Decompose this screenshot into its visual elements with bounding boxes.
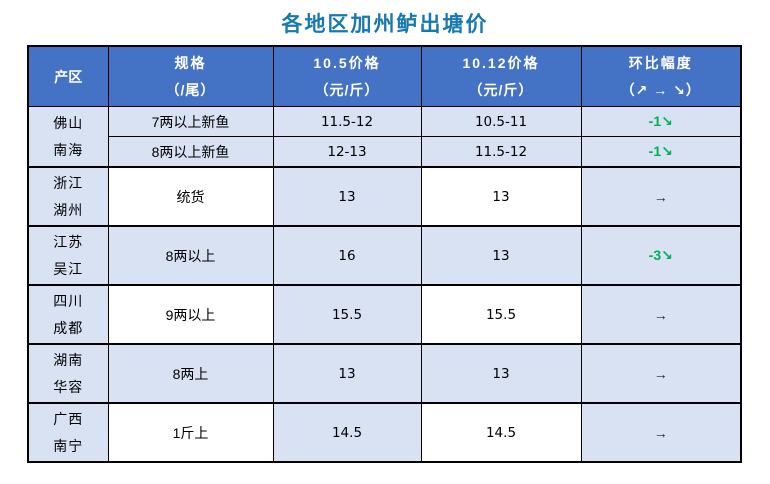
spec-cell: 8两上 xyxy=(107,343,274,404)
region-cell-foshan-nanhai: 佛山 南海 xyxy=(27,106,109,168)
price-10-12-cell: 13 xyxy=(420,343,582,404)
page-title: 各地区加州鲈出塘价 xyxy=(281,13,489,36)
price-10-12-cell: 13 xyxy=(420,225,582,286)
header-change: 环比幅度 （↗ → ↘） xyxy=(580,45,742,107)
price-10-5-cell: 11.5-12 xyxy=(272,106,422,137)
price-10-5-cell: 13 xyxy=(272,166,422,227)
price-10-12-cell: 13 xyxy=(420,166,582,227)
change-cell: -1↘ xyxy=(580,106,742,137)
header-spec-line2: （/尾） xyxy=(165,81,216,98)
region-price-table: 产区 规格 （/尾） 10.5价格 （元/斤） 10.12价格 （元/斤） xyxy=(27,45,742,463)
header-row: 产区 规格 （/尾） 10.5价格 （元/斤） 10.12价格 （元/斤） xyxy=(27,45,742,107)
table-row-hunan: 湖南 华容 8两上 13 13 → xyxy=(27,343,742,404)
region-line1: 佛山 xyxy=(53,114,84,131)
spec-cell: 8两以上新鱼 xyxy=(107,136,274,168)
spec-cell: 8两以上 xyxy=(107,225,274,286)
spec-cell: 统货 xyxy=(107,166,274,227)
table-row-sichuan: 四川 成都 9两以上 15.5 15.5 → xyxy=(27,284,742,345)
price-10-5-cell: 15.5 xyxy=(272,284,422,345)
region-line2: 南宁 xyxy=(53,437,84,454)
price-10-5-cell: 13 xyxy=(272,343,422,404)
change-cell: -1↘ xyxy=(580,136,742,168)
change-cell: → xyxy=(580,402,742,463)
header-price-10-5-line2: （元/斤） xyxy=(314,81,380,98)
region-cell-hunan-huarong: 湖南 华容 xyxy=(27,343,109,404)
region-line2: 湖州 xyxy=(53,201,84,218)
region-line1: 四川 xyxy=(53,292,84,309)
region-cell-guangxi-nanning: 广西 南宁 xyxy=(27,402,109,463)
header-spec-line1: 规格 xyxy=(174,55,207,72)
header-spec: 规格 （/尾） xyxy=(107,45,274,107)
change-cell: → xyxy=(580,166,742,227)
region-line2: 吴江 xyxy=(53,260,84,277)
region-line2: 华容 xyxy=(53,378,84,395)
region-cell-zhejiang-huzhou: 浙江 湖州 xyxy=(27,166,109,227)
spec-cell: 7两以上新鱼 xyxy=(107,106,274,137)
price-10-5-cell: 16 xyxy=(272,225,422,286)
header-region-label: 产区 xyxy=(54,68,83,85)
region-cell-sichuan-chengdu: 四川 成都 xyxy=(27,284,109,345)
region-line1: 广西 xyxy=(53,410,84,427)
table-row-guangxi: 广西 南宁 1斤上 14.5 14.5 → xyxy=(27,402,742,463)
price-10-5-cell: 14.5 xyxy=(272,402,422,463)
table-header: 产区 规格 （/尾） 10.5价格 （元/斤） 10.12价格 （元/斤） xyxy=(27,45,742,107)
header-price-10-5: 10.5价格 （元/斤） xyxy=(272,45,422,107)
change-cell: -3↘ xyxy=(580,225,742,286)
region-line2: 南海 xyxy=(53,141,84,158)
change-cell: → xyxy=(580,343,742,404)
price-10-12-cell: 10.5-11 xyxy=(420,106,582,137)
region-line1: 江苏 xyxy=(53,233,84,250)
header-price-10-5-line1: 10.5价格 xyxy=(313,55,381,72)
spec-cell: 9两以上 xyxy=(107,284,274,345)
header-region: 产区 xyxy=(27,45,109,107)
header-price-10-12: 10.12价格 （元/斤） xyxy=(420,45,582,107)
region-line2: 成都 xyxy=(53,319,84,336)
change-cell: → xyxy=(580,284,742,345)
region-cell-jiangsu-wujiang: 江苏 吴江 xyxy=(27,225,109,286)
price-10-5-cell: 12-13 xyxy=(272,136,422,168)
price-10-12-cell: 11.5-12 xyxy=(420,136,582,168)
price-10-12-cell: 15.5 xyxy=(420,284,582,345)
table-row-foshan-1: 佛山 南海 7两以上新鱼 11.5-12 10.5-11 -1↘ xyxy=(27,106,742,168)
price-10-12-cell: 14.5 xyxy=(420,402,582,463)
header-change-line1: 环比幅度 xyxy=(628,55,693,72)
header-change-arrows: （↗ → ↘） xyxy=(620,81,701,98)
spec-cell: 1斤上 xyxy=(107,402,274,463)
table-row-foshan-2: 8两以上新鱼 12-13 11.5-12 -1↘ xyxy=(28,136,742,168)
header-price-10-12-line2: （元/斤） xyxy=(468,81,534,98)
table-row-jiangsu: 江苏 吴江 8两以上 16 13 -3↘ xyxy=(27,225,742,286)
region-line1: 湖南 xyxy=(53,351,84,368)
header-price-10-12-line1: 10.12价格 xyxy=(462,55,540,72)
region-line1: 浙江 xyxy=(53,174,84,191)
table-row-zhejiang: 浙江 湖州 统货 13 13 → xyxy=(27,166,742,227)
